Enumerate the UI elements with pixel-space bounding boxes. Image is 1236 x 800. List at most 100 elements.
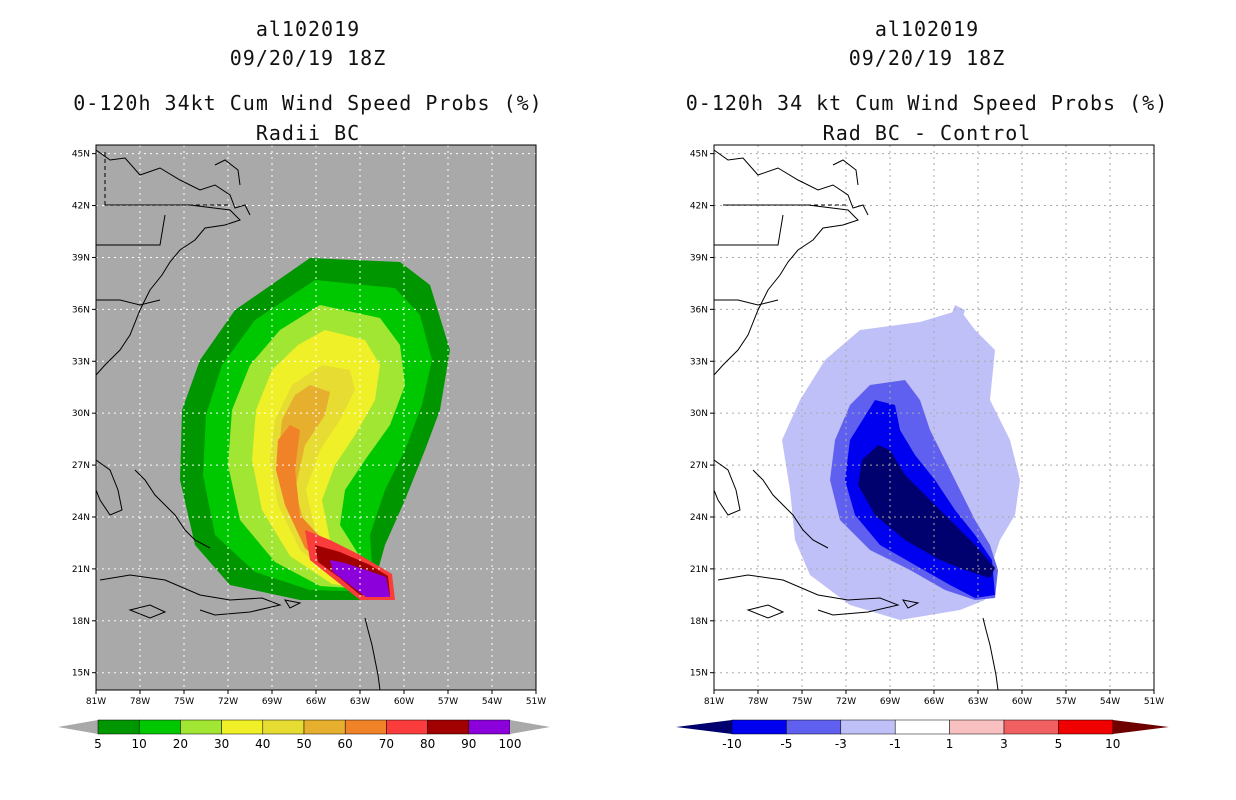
x-tick-label: 72W xyxy=(836,697,856,707)
colorbar-swatch xyxy=(840,719,896,735)
right-date: 09/20/19 18Z xyxy=(848,46,1006,70)
colorbar-label: -10 xyxy=(722,737,742,751)
colorbar-swatch xyxy=(468,719,511,735)
colorbar-swatch xyxy=(949,719,1005,735)
y-tick-label: 45N xyxy=(72,150,90,160)
right-difference-map: 45N 42N 39N 36N 33N 30N 27N 24N 21N 18N 15N 81W 78W… xyxy=(690,144,1164,707)
x-tick-label: 75W xyxy=(792,697,812,707)
colorbar-high-end xyxy=(510,720,550,734)
y-tick-label: 21N xyxy=(690,565,708,575)
y-tick-label: 15N xyxy=(72,669,90,679)
colorbar-swatch xyxy=(386,719,428,735)
colorbar-swatch xyxy=(786,719,842,735)
colorbar-label: 60 xyxy=(338,737,353,751)
y-tick-label: 21N xyxy=(72,565,90,575)
colorbar-label: 70 xyxy=(379,737,394,751)
y-tick-label: 27N xyxy=(690,461,708,471)
left-storm-id: al102019 xyxy=(255,17,361,41)
colorbar-swatch xyxy=(1058,719,1114,735)
colorbar-label: 20 xyxy=(173,737,188,751)
colorbar-low-end xyxy=(58,720,98,734)
right-storm-id: al102019 xyxy=(874,17,980,41)
colorbar-label: 80 xyxy=(420,737,435,751)
right-y-axis-labels: 45N 42N 39N 36N 33N 30N 27N 24N 21N 18N 15N xyxy=(690,150,714,679)
colorbar-label: 3 xyxy=(1000,737,1008,751)
x-tick-label: 54W xyxy=(482,697,502,707)
colorbar-swatch xyxy=(731,719,787,735)
left-state-borders xyxy=(104,150,230,206)
x-tick-label: 66W xyxy=(306,697,326,707)
y-tick-label: 30N xyxy=(72,409,90,419)
x-tick-label: 60W xyxy=(394,697,414,707)
x-tick-label: 51W xyxy=(1144,697,1164,707)
left-gridlines xyxy=(95,145,537,690)
colorbar-swatch xyxy=(262,719,305,735)
left-title-block: al102019 09/20/19 18Z xyxy=(8,15,608,73)
colorbar-label: 40 xyxy=(255,737,270,751)
x-tick-label: 69W xyxy=(262,697,282,707)
x-tick-label: 51W xyxy=(526,697,546,707)
left-title-main: 0-120h 34kt Cum Wind Speed Probs (%) xyxy=(73,91,543,115)
y-tick-label: 42N xyxy=(690,202,708,212)
colorbar-label: 5 xyxy=(1055,737,1063,751)
colorbar-label: 90 xyxy=(461,737,476,751)
colorbar-label: -1 xyxy=(889,737,901,751)
left-x-axis-labels: 81W 78W 75W 72W 69W 66W 63W 60W 57W 54W 51W xyxy=(86,690,546,707)
y-tick-label: 30N xyxy=(690,409,708,419)
colorbar-label: 10 xyxy=(132,737,147,751)
diff-contour-minus-10 xyxy=(858,445,995,578)
right-colorbar: -10 -5 -3 -1 1 3 5 10 xyxy=(676,719,1169,751)
x-tick-label: 66W xyxy=(924,697,944,707)
colorbar-label: 100 xyxy=(499,737,522,751)
x-tick-label: 81W xyxy=(704,697,724,707)
colorbar-swatch xyxy=(138,719,181,735)
x-tick-label: 72W xyxy=(218,697,238,707)
x-tick-label: 81W xyxy=(86,697,106,707)
left-y-axis-labels: 45N 42N 39N 36N 33N 30N 27N 24N 21N 18N 15N xyxy=(72,150,96,679)
colorbar-label: 5 xyxy=(94,737,102,751)
left-coastlines xyxy=(96,149,381,690)
colorbar-label: 10 xyxy=(1105,737,1120,751)
y-tick-label: 18N xyxy=(690,617,708,627)
colorbar-swatch xyxy=(894,719,950,735)
colorbar-swatch xyxy=(427,719,470,735)
x-tick-label: 75W xyxy=(174,697,194,707)
right-subtitle: Rad BC - Control xyxy=(822,121,1032,145)
left-colorbar: 5 10 20 30 40 50 60 70 80 90 100 xyxy=(58,719,550,751)
right-title-main: 0-120h 34 kt Cum Wind Speed Probs (%) xyxy=(685,91,1169,115)
right-title-block: al102019 09/20/19 18Z xyxy=(627,15,1227,73)
colorbar-swatch xyxy=(303,719,346,735)
colorbar-swatch xyxy=(221,719,264,735)
x-tick-label: 63W xyxy=(350,697,370,707)
y-tick-label: 33N xyxy=(690,357,708,367)
x-tick-label: 78W xyxy=(748,697,768,707)
colorbar-label: -5 xyxy=(780,737,792,751)
colorbar-low-end xyxy=(676,720,732,734)
y-tick-label: 15N xyxy=(690,669,708,679)
colorbar-label: 1 xyxy=(946,737,954,751)
colorbar-label: 30 xyxy=(214,737,229,751)
right-x-axis-labels: 81W 78W 75W 72W 69W 66W 63W 60W 57W 54W 51W xyxy=(704,690,1164,707)
colorbar-high-end xyxy=(1112,720,1169,734)
colorbar-swatch xyxy=(180,719,222,735)
x-tick-label: 78W xyxy=(130,697,150,707)
y-tick-label: 36N xyxy=(72,305,90,315)
right-coastlines xyxy=(714,149,999,690)
left-probability-map: 45N 42N 39N 36N 33N 30N 27N 24N 21N 18N 15N 81W 78W… xyxy=(72,144,546,707)
left-title: 0-120h 34kt Cum Wind Speed Probs (%) Rad… xyxy=(8,88,608,148)
colorbar-swatch xyxy=(97,719,140,735)
x-tick-label: 60W xyxy=(1012,697,1032,707)
x-tick-label: 57W xyxy=(1056,697,1076,707)
left-date: 09/20/19 18Z xyxy=(229,46,387,70)
left-subtitle: Radii BC xyxy=(255,121,361,145)
x-tick-label: 69W xyxy=(880,697,900,707)
y-tick-label: 39N xyxy=(690,253,708,263)
x-tick-label: 63W xyxy=(968,697,988,707)
y-tick-label: 42N xyxy=(72,202,90,212)
y-tick-label: 24N xyxy=(72,513,90,523)
diff-contour-minus-1-island xyxy=(950,305,965,320)
y-tick-label: 33N xyxy=(72,357,90,367)
y-tick-label: 18N xyxy=(72,617,90,627)
colorbar-swatch xyxy=(1003,719,1059,735)
right-title: 0-120h 34 kt Cum Wind Speed Probs (%) Ra… xyxy=(627,88,1227,148)
